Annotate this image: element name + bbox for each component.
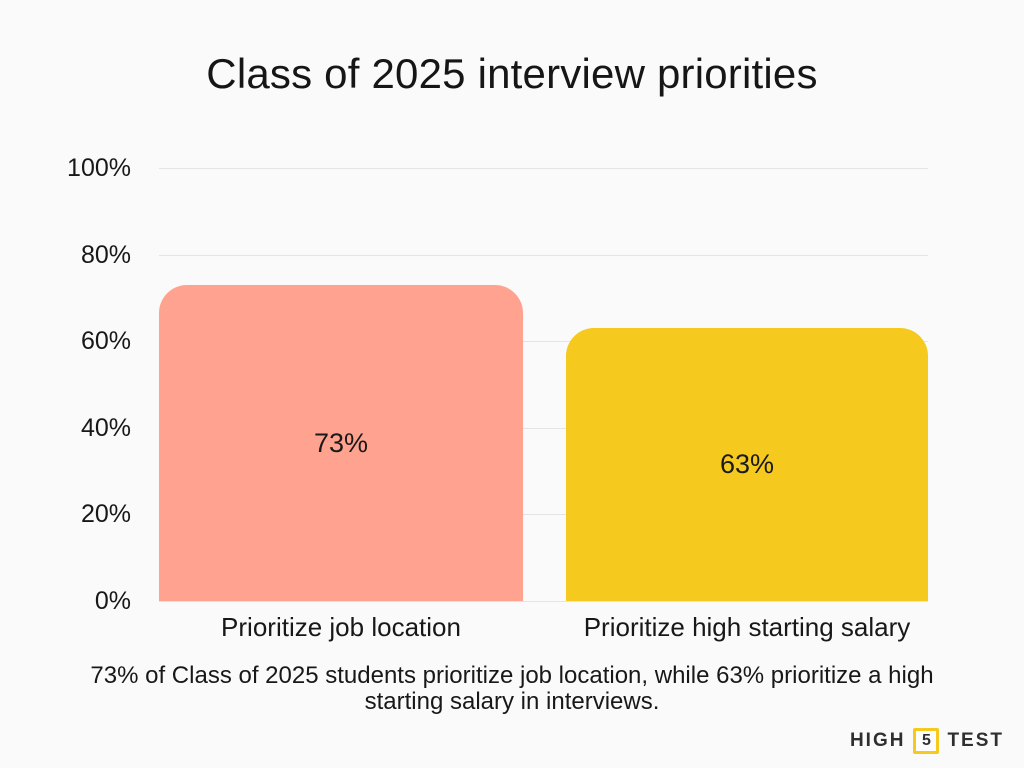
caption: 73% of Class of 2025 students prioritize… [0, 663, 1024, 715]
logo-5-box-icon: 5 [913, 728, 940, 754]
gridline-60 [159, 341, 928, 343]
x-tick-label-2: Prioritize high starting salary [583, 612, 911, 642]
y-tick-label-0: 0% [94, 587, 131, 615]
x-tick-label-1: Prioritize job location [221, 612, 461, 642]
y-tick-label-80: 80% [80, 240, 131, 269]
chart-title: Class of 2025 interview priorities [206, 50, 818, 97]
gridline-80 [159, 254, 928, 256]
bar-chart-plot-area: 73% Prioritize job location 63% Prioritize … [159, 168, 928, 642]
y-axis: 0% 20% 40% 60% 80% 100% [0, 154, 145, 615]
gridline-100 [159, 168, 928, 169]
logo-word-high: HIGH [849, 730, 906, 751]
gridline-20 [159, 514, 928, 516]
y-tick-label-100: 100% [67, 154, 131, 182]
bar-value-label: 73% [313, 427, 369, 458]
caption-line-1: 73% of Class of 2025 students prioritize… [90, 662, 934, 689]
y-tick-label-20: 20% [80, 500, 131, 529]
logo-word-test: TEST [947, 730, 1004, 751]
caption-line-2: starting salary in interviews. [364, 688, 660, 715]
y-tick-label-40: 40% [80, 413, 131, 442]
logo-number-5: 5 [921, 732, 931, 749]
y-tick-label-60: 60% [80, 327, 131, 356]
high5test-logo: HIGH 5 TEST [850, 728, 1004, 754]
bar-prioritize-high-starting-salary: 63% [566, 328, 928, 601]
bar-value-label: 63% [719, 449, 775, 479]
gridline-0 [159, 601, 928, 602]
gridline-40 [159, 427, 928, 429]
bar-prioritize-job-location: 73% [159, 285, 523, 601]
